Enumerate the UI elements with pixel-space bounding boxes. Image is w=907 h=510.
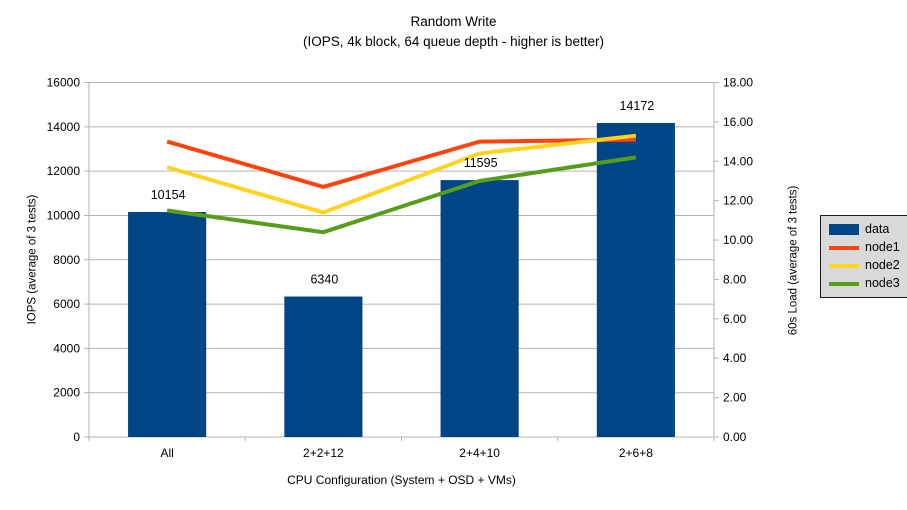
bar	[128, 212, 207, 437]
chart-subtitle: (IOPS, 4k block, 64 queue depth - higher…	[303, 34, 604, 49]
left-axis-tick-label: 6000	[53, 297, 80, 311]
left-axis-tick-label: 16000	[47, 76, 81, 90]
legend-label-node2: node2	[865, 258, 900, 272]
line-node1	[166, 137, 636, 189]
left-axis-tick-label: 0	[73, 430, 80, 444]
left-axis-tick-label: 12000	[47, 164, 81, 178]
right-axis-title: 60s Load (average of 3 tests)	[787, 185, 800, 336]
right-axis-tick-label: 4.00	[723, 351, 747, 365]
x-category-label: 2+2+12	[303, 446, 344, 460]
legend-label-node3: node3	[865, 276, 900, 290]
left-axis-tick-label: 8000	[53, 253, 80, 267]
legend-item-data: data	[829, 223, 900, 236]
left-axis-title: IOPS (average of 3 tests)	[26, 194, 39, 325]
left-axis-tick-label: 10000	[47, 208, 81, 222]
x-axis-title: CPU Configuration (System + OSD + VMs)	[287, 473, 516, 487]
legend-swatch-node1-icon	[829, 245, 859, 250]
legend-swatch-node3-icon	[829, 281, 859, 286]
left-axis-tick-label: 4000	[53, 341, 80, 355]
legend-item-node3: node3	[829, 277, 900, 290]
x-category-label: All	[160, 446, 173, 460]
legend-item-node2: node2	[829, 259, 900, 272]
right-axis-tick-label: 2.00	[723, 391, 747, 405]
x-category-label: 2+6+8	[619, 446, 653, 460]
legend-label-data: data	[865, 222, 890, 236]
right-axis-tick-label: 0.00	[723, 430, 747, 444]
x-category-label: 2+4+10	[459, 446, 500, 460]
bar	[440, 180, 519, 438]
bar-value-label: 6340	[310, 273, 338, 287]
legend-swatch-node2-icon	[829, 263, 859, 268]
legend-label-node1: node1	[865, 240, 900, 254]
right-axis-tick-label: 14.00	[723, 154, 753, 168]
right-axis-tick-label: 18.00	[723, 76, 753, 90]
bar-value-label: 14172	[619, 99, 654, 113]
legend-item-node1: node1	[829, 241, 900, 254]
line-node3	[166, 155, 637, 235]
right-axis-tick-label: 6.00	[723, 312, 747, 326]
legend: data node1 node2 node3	[820, 215, 907, 298]
bar	[284, 296, 363, 437]
legend-swatch-data-icon	[829, 224, 859, 235]
bar-value-label: 11595	[464, 156, 498, 170]
left-axis-tick-label: 2000	[53, 386, 80, 400]
right-axis-tick-label: 8.00	[723, 272, 747, 286]
chart-title: Random Write	[410, 14, 497, 29]
right-axis-tick-label: 12.00	[723, 194, 753, 208]
right-axis-tick-label: 10.00	[723, 233, 753, 247]
line-node2	[166, 133, 637, 215]
right-axis-tick-label: 16.00	[723, 115, 753, 129]
bar	[596, 123, 675, 438]
bar-value-label: 10154	[151, 188, 186, 202]
left-axis-tick-label: 14000	[47, 120, 81, 134]
